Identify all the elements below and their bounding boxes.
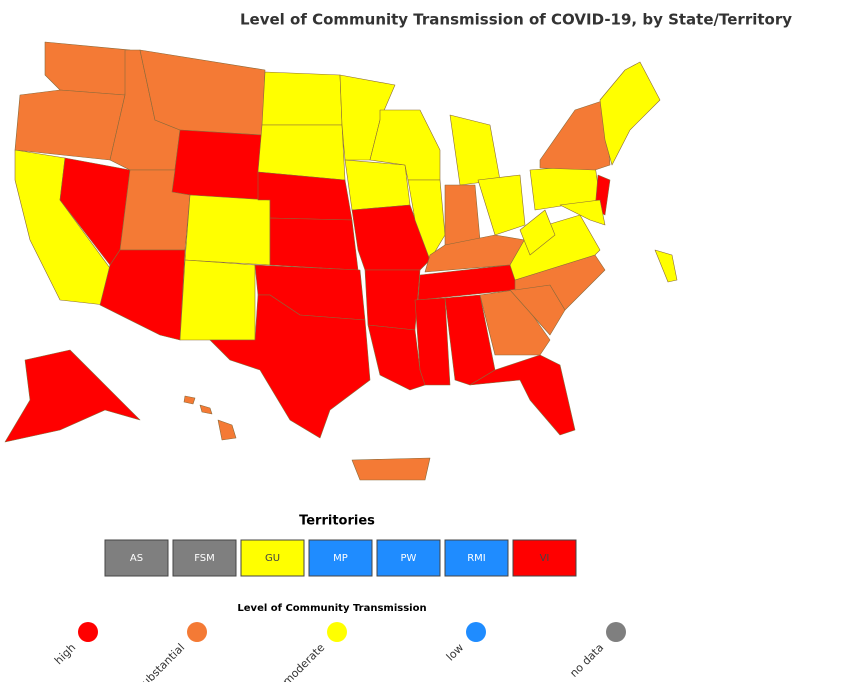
state [261, 71, 343, 126]
state [179, 259, 256, 341]
legend-label: substantial [135, 641, 187, 682]
territory-box [172, 539, 237, 577]
legend-marker [606, 622, 626, 642]
legend-marker [327, 622, 347, 642]
territory-label: GU [265, 553, 280, 564]
state [99, 249, 186, 341]
state [654, 249, 678, 283]
state [519, 209, 556, 256]
state [559, 199, 606, 226]
territory-box [444, 539, 509, 577]
state [344, 159, 411, 211]
state [14, 89, 126, 161]
state [539, 99, 611, 171]
territory-box [512, 539, 577, 577]
territory-box [308, 539, 373, 577]
territories-title: Territories [299, 514, 375, 529]
state [477, 174, 526, 236]
legend-label: no data [567, 641, 606, 680]
state [269, 217, 359, 271]
state [599, 61, 661, 166]
state [209, 294, 371, 439]
legend-marker [466, 622, 486, 642]
state [479, 289, 551, 356]
state [171, 129, 263, 201]
state [183, 395, 196, 405]
state [184, 194, 271, 266]
territories: AS FSM GU MP PW RMI VI [104, 539, 577, 577]
legend-label: high [52, 641, 78, 667]
territory-label: PW [401, 553, 417, 564]
territory-label: RMI [467, 553, 486, 564]
territory-label: MP [333, 553, 348, 564]
state [217, 419, 237, 441]
state [414, 297, 451, 386]
map-title: Level of Community Transmission of COVID… [240, 11, 792, 29]
territory-box [376, 539, 441, 577]
legend: high substantial moderate low no data [52, 622, 626, 682]
state [44, 41, 131, 96]
state [469, 354, 576, 436]
legend-title: Level of Community Transmission [237, 603, 426, 614]
territory-label: FSM [194, 553, 215, 564]
state [364, 269, 421, 331]
state [444, 184, 481, 246]
state [407, 179, 446, 261]
state [449, 114, 501, 186]
legend-label: moderate [280, 641, 327, 682]
legend-label: low [444, 641, 466, 663]
territory-label: AS [130, 553, 143, 564]
legend-marker [187, 622, 207, 642]
state [351, 457, 431, 481]
state [257, 124, 346, 181]
territory-box [104, 539, 169, 577]
state [199, 404, 213, 415]
state [257, 171, 353, 221]
legend-marker [78, 622, 98, 642]
us-map [4, 41, 678, 481]
territory-box [240, 539, 305, 577]
territory-label: VI [540, 553, 550, 564]
state [4, 349, 141, 443]
